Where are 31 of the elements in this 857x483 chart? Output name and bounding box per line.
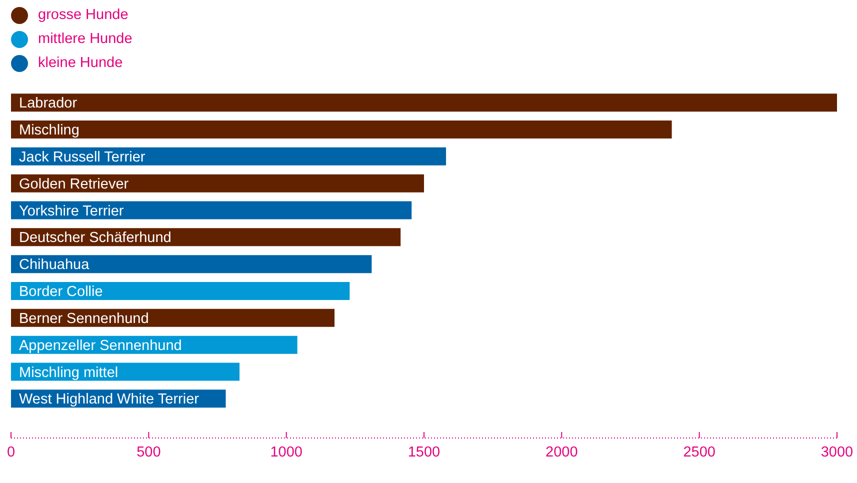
bar: [11, 228, 401, 246]
bar: [11, 147, 446, 166]
y-tick-label: Berner Sennenhund: [19, 310, 149, 327]
bar: [11, 282, 350, 300]
bar: [11, 201, 412, 220]
y-tick-label: Deutscher Schäferhund: [19, 230, 172, 246]
y-tick-label: Chihuahua: [19, 257, 90, 274]
x-tick-label: 3000: [820, 444, 854, 460]
legend-label: kleine Hunde: [38, 55, 123, 71]
bar: [11, 174, 424, 192]
y-tick-label: West Highland White Terrier: [19, 392, 200, 408]
x-tick-label: 0: [6, 444, 16, 460]
x-tick-label: 2000: [546, 444, 578, 460]
x-tick-label: 1500: [408, 444, 440, 460]
y-tick-label: Labrador: [19, 96, 78, 112]
y-tick-label: Jack Russell Terrier: [19, 149, 146, 166]
y-tick-label: Golden Retriever: [19, 176, 129, 192]
legend-label: mittlere Hunde: [38, 31, 132, 47]
y-tick-label: Mischling mittel: [19, 364, 118, 381]
bar: [11, 94, 837, 112]
y-tick-label: Yorkshire Terrier: [19, 203, 124, 220]
bar: [11, 120, 672, 138]
x-tick-label: 1000: [270, 444, 302, 460]
x-tick-label: 500: [136, 444, 161, 460]
y-tick-label: Mischling: [19, 122, 80, 139]
y-tick-label: Border Collie: [19, 284, 103, 300]
legend-label: grosse Hunde: [38, 7, 128, 23]
bar: [11, 255, 372, 274]
bar: [11, 308, 335, 327]
x-tick-label: 2500: [683, 444, 716, 460]
y-tick-label: Appenzeller Sennenhund: [19, 338, 182, 354]
